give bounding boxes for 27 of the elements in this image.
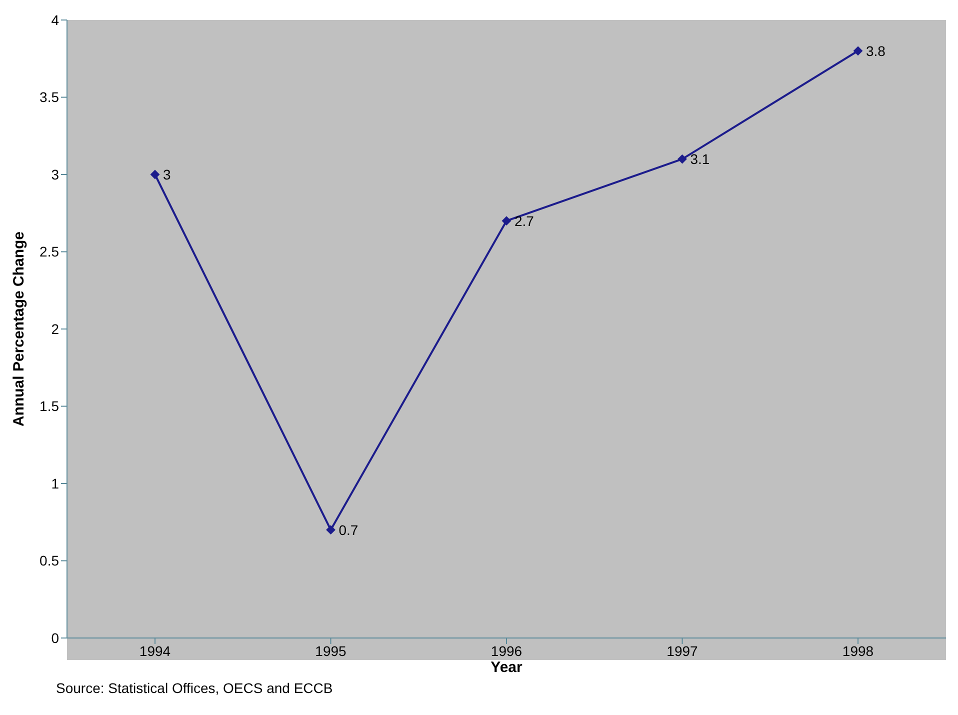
- y-axis-title: Annual Percentage Change: [10, 231, 28, 427]
- data-label: 3.1: [690, 151, 710, 168]
- y-tick-label: 1: [51, 475, 60, 492]
- y-tick-label: 3: [51, 166, 60, 182]
- y-tick-label: 0.5: [40, 552, 60, 569]
- data-label: 2.7: [514, 212, 534, 229]
- y-tick-label: 0: [51, 630, 60, 646]
- y-tick-label: 1.5: [40, 398, 60, 414]
- x-tick-label: 1997: [666, 642, 698, 659]
- point: [502, 216, 511, 226]
- point: [854, 46, 862, 56]
- y-tick-label: 2: [51, 320, 60, 337]
- point: [150, 170, 160, 179]
- x-tick-label: 1994: [139, 642, 171, 659]
- x-tick-label: 1996: [490, 642, 522, 659]
- point: [326, 525, 336, 534]
- data-label: 3.8: [866, 42, 886, 59]
- y-tick-label: 4: [51, 12, 60, 28]
- source-note: Source: Statistical Offices, OECS and ECCB: [56, 680, 333, 696]
- x-axis-title: Year: [490, 659, 523, 676]
- data-label: 0.7: [338, 522, 358, 538]
- x-tick-label: 1995: [315, 642, 347, 659]
- point: [678, 154, 687, 164]
- data-label: 3: [163, 166, 171, 182]
- y-tick-label: 2.5: [40, 244, 60, 260]
- y-tick-label: 3.5: [40, 89, 60, 106]
- x-tick-label: 1998: [842, 642, 874, 659]
